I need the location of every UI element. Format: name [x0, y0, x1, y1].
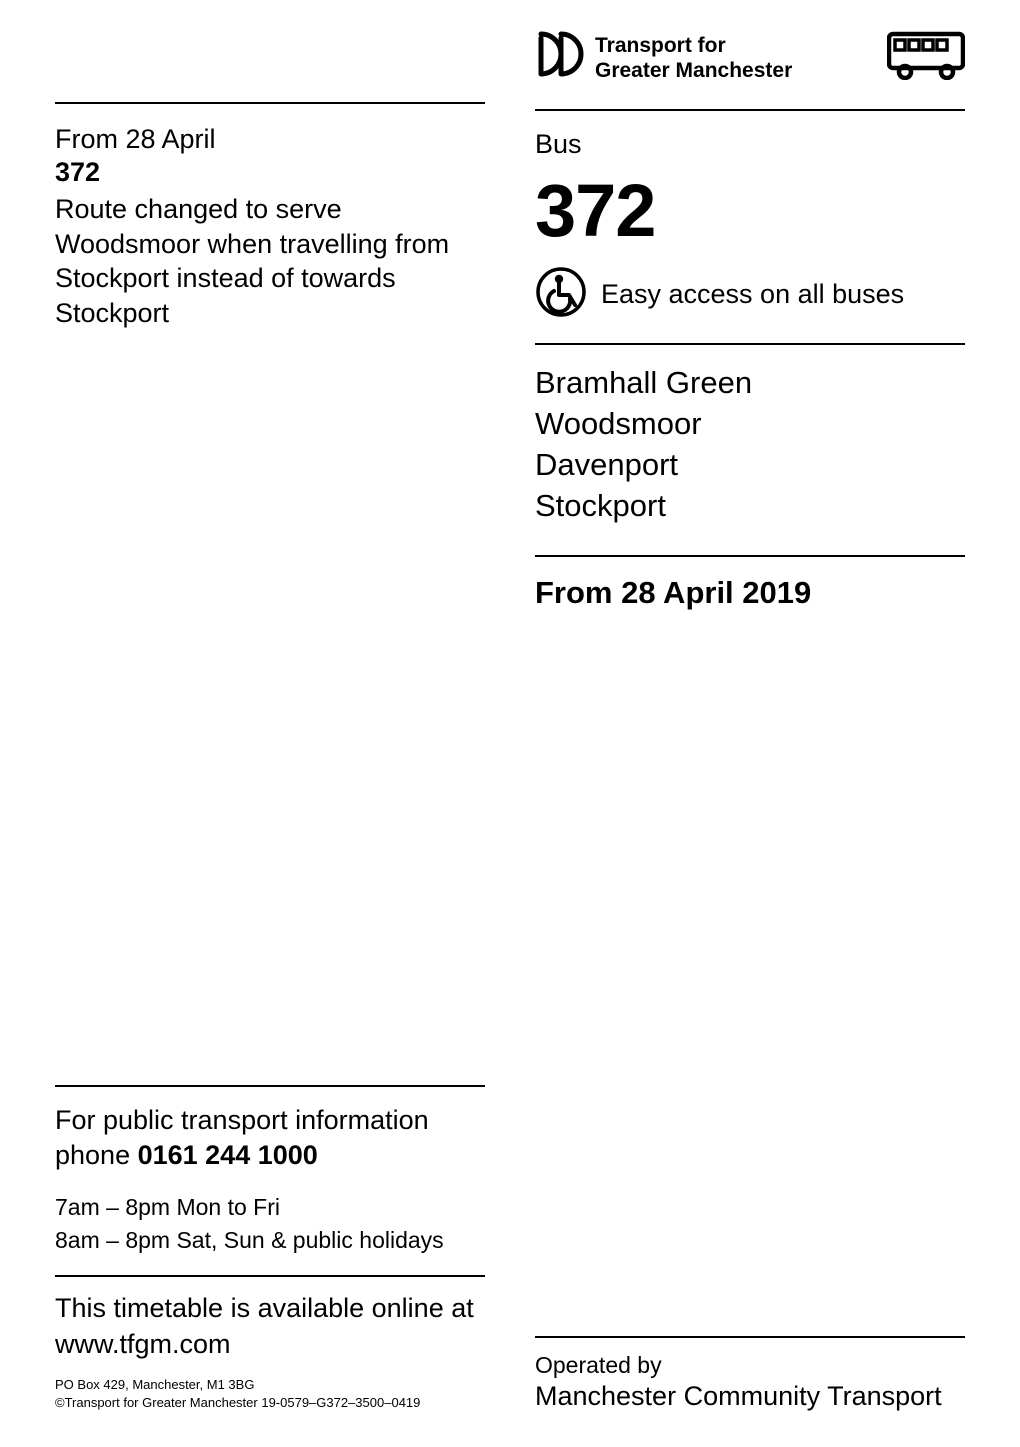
route-number: 372	[535, 168, 965, 266]
tfgm-logo: Transport for Greater Manchester	[535, 30, 792, 87]
notice-date: From 28 April	[55, 124, 485, 155]
header-brand-row: Transport for Greater Manchester	[535, 30, 965, 109]
easy-access-text: Easy access on all buses	[601, 279, 904, 310]
online-line2: www.tfgm.com	[55, 1329, 231, 1359]
stops-list: Bramhall Green Woodsmoor Davenport Stock…	[535, 345, 965, 555]
operated-by-name: Manchester Community Transport	[535, 1381, 965, 1412]
info-heading-line2-prefix: phone	[55, 1140, 138, 1170]
smallprint-line1: PO Box 429, Manchester, M1 3BG	[55, 1377, 254, 1392]
brand-line1: Transport for	[595, 34, 726, 57]
wheelchair-icon	[535, 266, 587, 323]
operated-by-block: Operated by Manchester Community Transpo…	[535, 1336, 965, 1412]
info-phone: 0161 244 1000	[138, 1140, 318, 1170]
hours-line2: 8am – 8pm Sat, Sun & public holidays	[55, 1227, 444, 1253]
bus-icon	[887, 30, 965, 85]
brand-line2: Greater Manchester	[595, 59, 792, 82]
notice-body: Route changed to serve Woodsmoor when tr…	[55, 192, 485, 330]
stop-item: Woodsmoor	[535, 404, 965, 445]
stop-item: Stockport	[535, 486, 965, 527]
effective-date: From 28 April 2019	[535, 557, 965, 611]
online-line1: This timetable is available online at	[55, 1293, 474, 1323]
contact-info-block: For public transport information phone 0…	[55, 1085, 485, 1412]
bus-label: Bus	[535, 111, 965, 168]
stop-item: Davenport	[535, 445, 965, 486]
smallprint-line2: ©Transport for Greater Manchester 19-057…	[55, 1395, 420, 1410]
notice-route-number: 372	[55, 157, 485, 188]
easy-access-row: Easy access on all buses	[535, 266, 965, 343]
service-notice: From 28 April 372 Route changed to serve…	[55, 104, 485, 330]
operated-by-label: Operated by	[535, 1338, 965, 1381]
hours-line1: 7am – 8pm Mon to Fri	[55, 1194, 280, 1220]
tfgm-logo-icon	[535, 30, 587, 87]
info-heading-line1: For public transport information	[55, 1105, 429, 1135]
stop-item: Bramhall Green	[535, 363, 965, 404]
